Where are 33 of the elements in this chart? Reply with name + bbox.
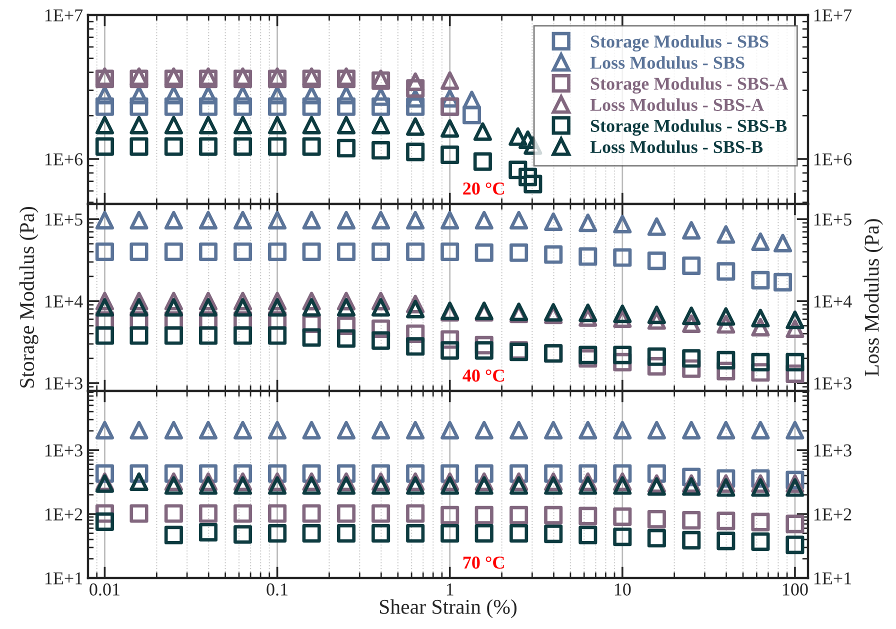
text: 1E+3 bbox=[814, 444, 852, 457]
annotation: 20 °C bbox=[463, 182, 504, 195]
x-axis-title: Shear Strain (%) bbox=[380, 599, 517, 618]
x-tick-label: 0.01 bbox=[90, 583, 120, 596]
annotation: 70 °C bbox=[463, 556, 504, 569]
y-tick-label: 1E+5 bbox=[45, 213, 82, 226]
text: 1E+4 bbox=[814, 295, 852, 308]
legend-label: Storage Modulus - SBS bbox=[590, 34, 768, 52]
y-tick-label: 1E+6 bbox=[45, 153, 83, 166]
text: 1E+7 bbox=[814, 9, 852, 22]
y-tick-label: 1E+7 bbox=[45, 9, 83, 22]
y-tick-label: 1E+2 bbox=[45, 508, 82, 520]
y2-axis-title: Loss Modulus (Pa) bbox=[864, 219, 884, 376]
x-tick-label: 10 bbox=[614, 583, 631, 596]
text: 1E+1 bbox=[814, 572, 852, 584]
legend-label: Loss Modulus - SBS-A bbox=[590, 98, 764, 111]
y-tick-label: 1E+3 bbox=[45, 444, 82, 457]
annotation: 40 °C bbox=[462, 370, 504, 382]
text: 1E+5 bbox=[814, 213, 852, 226]
x-tick-label: 1 bbox=[446, 583, 454, 596]
x-tick-label: 0.1 bbox=[266, 583, 288, 596]
y-tick-label: 1E+4 bbox=[45, 295, 83, 308]
legend-label: Loss Modulus - SBS bbox=[590, 56, 744, 69]
text: 1E+6 bbox=[814, 153, 852, 166]
y-axis-title: Storage Modulus (Pa) bbox=[19, 206, 38, 388]
y-tick-label: 1E+3 bbox=[45, 377, 82, 390]
x-tick-label: 100 bbox=[783, 583, 808, 596]
text: 1E+3 bbox=[814, 377, 852, 390]
legend-label: Loss Modulus - SBS-B bbox=[590, 140, 763, 154]
legend-label: Storage Modulus - SBS-A bbox=[590, 77, 788, 94]
legend-label: Storage Modulus - SBS-B bbox=[590, 119, 787, 136]
y-tick-label: 1E+1 bbox=[45, 572, 82, 584]
text: 1E+2 bbox=[814, 508, 852, 520]
